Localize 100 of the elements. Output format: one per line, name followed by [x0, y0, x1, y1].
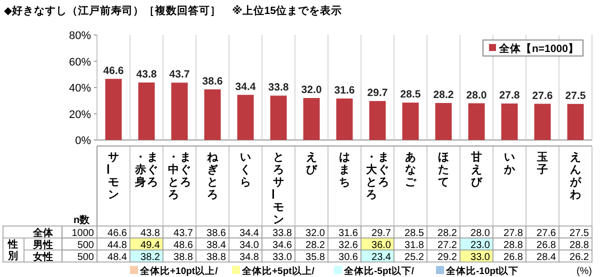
- data-label: 46.6: [103, 64, 124, 77]
- y-tick-label: 男性: [32, 239, 53, 251]
- legend-label: 全体【n=1000】: [498, 42, 579, 55]
- x-tick-label: はまち: [339, 152, 350, 188]
- data-label: 27.8: [499, 90, 520, 102]
- x-tick-label: サーモン: [101, 152, 119, 201]
- x-tick-label: 甘えび: [470, 150, 483, 188]
- y-tick-label: 60%: [68, 56, 92, 68]
- text: 全体比-5pt以下/: [343, 265, 414, 277]
- data-label: 28.2: [438, 228, 458, 239]
- x-tick-label: えび: [306, 152, 318, 176]
- x-tick-label: えんがわ: [569, 152, 582, 201]
- y-tick-label: 全体: [32, 227, 54, 239]
- data-label: 31.6: [338, 228, 358, 239]
- data-label: 26.2: [570, 252, 590, 263]
- data-label: 23.0: [470, 240, 490, 251]
- y-tick-label: 0%: [75, 135, 92, 147]
- data-label: 38.8: [206, 252, 226, 263]
- bar: [336, 98, 353, 140]
- data-label: 26.8: [504, 252, 524, 263]
- x-tick-label: いくら: [240, 152, 251, 188]
- data-label: 38.6: [202, 75, 223, 88]
- text: (%): [576, 266, 592, 277]
- data-label: 31.8: [404, 240, 424, 251]
- data-label: 33.0: [272, 252, 292, 263]
- y-tick-label: 女性: [32, 251, 53, 263]
- data-label: 27.6: [532, 90, 553, 102]
- data-label: 27.5: [565, 90, 586, 102]
- data-label: 34.4: [240, 228, 260, 239]
- data-label: 27.2: [438, 240, 458, 251]
- data-label: 30.6: [338, 252, 358, 263]
- data-label: 25.2: [404, 252, 424, 263]
- chart-title: ◆好きなすし（江戸前寿司）［複数回答可］ ※上位15位までを表示: [4, 4, 342, 17]
- text: 全体比-10pt以下: [445, 265, 519, 277]
- bar: [204, 89, 221, 140]
- bar: [435, 102, 452, 140]
- data-label: 32.0: [306, 228, 326, 239]
- data-label: 23.4: [372, 252, 392, 263]
- x-tick-label: いか: [503, 152, 516, 176]
- data-label: 49.4: [140, 240, 160, 251]
- data-label: 34.4: [235, 80, 256, 93]
- y-tick-label: 80%: [68, 30, 92, 42]
- x-tick-label: 玉子: [536, 152, 548, 176]
- data-label: 27.6: [536, 228, 556, 239]
- y-tick-label: 20%: [68, 108, 92, 121]
- x-tick-label: まぐろ・赤身: [134, 152, 158, 188]
- text: 全体比+5pt以上/: [241, 265, 315, 277]
- data-label: 43.8: [140, 228, 160, 239]
- data-label: 43.8: [136, 68, 157, 81]
- data-label: 26.8: [536, 240, 556, 251]
- bar: [567, 104, 584, 140]
- data-label: 34.8: [240, 252, 260, 263]
- bar: [501, 104, 518, 140]
- bar: [402, 102, 419, 140]
- data-label: 33.8: [268, 82, 289, 94]
- y2-tick-label: 500: [77, 252, 94, 263]
- y2-tick-label: 500: [77, 240, 94, 251]
- data-label: 34.6: [272, 240, 292, 251]
- x-tick-label: ほたて: [438, 152, 449, 188]
- data-label: 33.0: [470, 252, 490, 263]
- text: 全体比+10pt以上/: [139, 265, 218, 277]
- bar: [171, 82, 188, 140]
- data-label: 28.2: [306, 240, 326, 251]
- bar: [105, 78, 122, 140]
- data-label: 29.2: [438, 252, 458, 263]
- bar: [369, 101, 386, 140]
- data-label: 48.4: [108, 252, 128, 263]
- x-tick-label: まぐろ・中とろ: [168, 152, 191, 201]
- data-label: 35.8: [306, 252, 326, 263]
- bar: [534, 104, 551, 140]
- data-label: 34.0: [240, 240, 260, 251]
- x-tick-label: あなご: [405, 152, 417, 188]
- data-label: 28.4: [536, 252, 556, 263]
- data-label: 28.5: [400, 88, 421, 101]
- x-tick-label: まぐろ・大とろ: [366, 152, 389, 201]
- data-label: 27.5: [570, 228, 590, 239]
- x-tick-label: とろサーモン: [266, 152, 284, 226]
- data-label: 48.6: [174, 240, 194, 251]
- data-label: 32.6: [338, 240, 358, 251]
- data-label: 28.5: [404, 228, 424, 239]
- data-label: 38.8: [174, 252, 194, 263]
- data-label: 29.7: [372, 228, 392, 239]
- y-tick-label: 40%: [68, 82, 92, 94]
- data-label: 29.7: [367, 87, 388, 100]
- data-label: 36.0: [372, 240, 392, 251]
- data-label: 28.0: [466, 89, 487, 102]
- data-label: 31.6: [334, 84, 355, 97]
- data-label: 43.7: [169, 68, 190, 81]
- bar: [237, 94, 254, 140]
- data-label: 28.2: [433, 88, 454, 101]
- data-label: 33.8: [272, 228, 292, 239]
- bar: [138, 82, 155, 140]
- bar: [468, 103, 485, 140]
- data-label: 46.6: [108, 228, 128, 239]
- x-tick-label: ねぎとろ: [207, 152, 219, 201]
- y2-tick-label: 1000: [72, 228, 94, 239]
- data-label: 28.0: [470, 228, 490, 239]
- bar: [303, 98, 320, 140]
- text: n数: [73, 214, 91, 226]
- data-label: 38.4: [206, 240, 226, 251]
